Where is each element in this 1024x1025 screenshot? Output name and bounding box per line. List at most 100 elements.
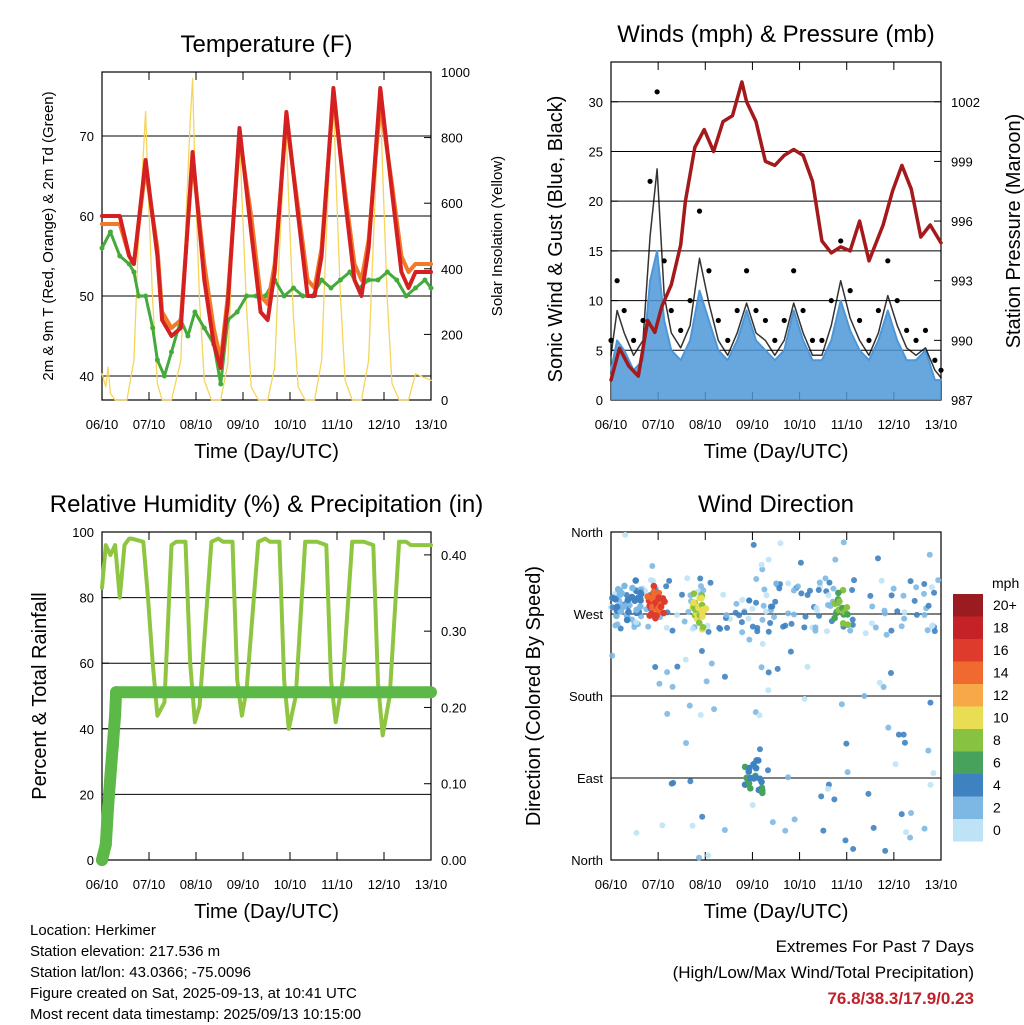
direction-point [721, 673, 728, 680]
legend-swatch [953, 661, 983, 684]
temperature-ylabel-left: 2m & 9m T (Red, Orange) & 2m Td (Green) [40, 91, 57, 380]
gust-point [938, 367, 944, 373]
direction-point [838, 701, 845, 708]
direction-point [925, 602, 932, 609]
direction-point [880, 684, 887, 691]
winds-ytick-label: 30 [589, 95, 603, 110]
direction-point [666, 577, 673, 584]
solar-insolation-line [101, 77, 432, 401]
direction-point [870, 824, 877, 831]
humidity-xtick-label: 09/10 [227, 877, 260, 892]
direction-point [689, 822, 696, 829]
direction-point [763, 592, 770, 599]
direction-point [913, 611, 920, 618]
direction-point [901, 609, 908, 616]
direction-point [761, 586, 768, 593]
dir-cluster-1-point [613, 612, 620, 620]
temperature-y2tick-label: 0 [441, 393, 448, 408]
temperature-xtick-label: 10/10 [274, 417, 307, 432]
temperature-y2tick-label: 1000 [441, 65, 470, 80]
latlon-text: Station lat/lon: 43.0366; -75.0096 [30, 964, 252, 981]
dir-cluster-4-point [759, 789, 766, 797]
humidity-y2tick-label: 0.20 [441, 700, 466, 715]
direction-point [759, 640, 766, 647]
direction-point [664, 669, 671, 676]
direction-point [790, 611, 797, 618]
dir-cluster-5-point [836, 598, 843, 605]
gust-point [932, 357, 938, 363]
winds-ylabel-right: Station Pressure (Maroon) [1003, 114, 1024, 349]
direction-point [664, 710, 671, 717]
direction-point [843, 740, 850, 747]
direction-point [921, 611, 928, 618]
direction-point [824, 785, 831, 792]
humidity-title: Relative Humidity (%) & Precipitation (i… [50, 491, 483, 518]
direction-xtick-label: 10/10 [783, 877, 816, 892]
humidity-xtick-label: 08/10 [180, 877, 213, 892]
direction-point [801, 624, 808, 631]
dir-cluster-2-point [657, 603, 665, 611]
dir-cluster-1-point [629, 584, 636, 592]
direction-point [900, 592, 907, 599]
temperature-xtick-label: 13/10 [415, 417, 448, 432]
direction-point [888, 592, 895, 599]
dir-cluster-1-point [637, 603, 644, 610]
dir-cluster-2-point [660, 609, 667, 617]
gust-point [678, 327, 684, 334]
direction-point [825, 592, 832, 599]
direction-point [888, 627, 895, 634]
direction-point [699, 813, 706, 820]
direction-point [746, 636, 753, 643]
winds-xtick-label: 12/10 [878, 417, 911, 432]
dir-cluster-1-point [613, 603, 621, 611]
direction-point [816, 579, 823, 586]
dir-cluster-1-point [618, 589, 626, 597]
dir-cluster-5-point [843, 604, 851, 611]
dir-cluster-1-point [632, 577, 640, 584]
gust-point [781, 317, 787, 324]
direction-point [745, 615, 752, 622]
relative-humidity-line [100, 536, 433, 738]
extremes-values: 76.8/38.3/17.9/0.23 [827, 989, 974, 1008]
winds-ytick-label: 10 [589, 294, 603, 309]
gust-point [772, 337, 778, 343]
extremes-subtitle: (High/Low/Max Wind/Total Precipitation) [672, 963, 974, 982]
direction-point [907, 834, 914, 841]
dewpoint-line [100, 230, 433, 386]
direction-point [674, 663, 681, 670]
legend-title: mph [992, 575, 1019, 591]
winds-y2tick-label: 993 [951, 274, 973, 289]
direction-point [844, 769, 851, 776]
direction-point [920, 590, 927, 597]
direction-point [760, 602, 767, 609]
dir-cluster-2-point [655, 589, 663, 597]
gust-point [630, 337, 637, 343]
direction-point [686, 702, 693, 709]
dir-cluster-3-point [695, 619, 703, 627]
humidity-xtick-label: 13/10 [415, 877, 448, 892]
dir-cluster-1-point [612, 596, 619, 603]
direction-point [765, 669, 772, 676]
direction-point [669, 683, 676, 690]
direction-point [907, 578, 914, 585]
direction-point [849, 616, 856, 623]
direction-point [739, 629, 746, 636]
direction-point [697, 583, 704, 590]
gust-trace [610, 168, 942, 379]
temperature-xlabel: Time (Day/UTC) [194, 441, 339, 463]
legend-swatch [953, 706, 983, 729]
gust-point [791, 268, 797, 274]
direction-point [741, 609, 748, 616]
legend-label: 8 [993, 732, 1001, 748]
direction-point [790, 587, 797, 594]
direction-point [746, 597, 753, 604]
direction-point [900, 731, 907, 738]
direction-point [883, 631, 890, 638]
legend-label: 16 [993, 642, 1009, 658]
direction-point [840, 539, 847, 546]
direction-xtick-label: 07/10 [642, 877, 675, 892]
direction-point [633, 619, 640, 626]
gust-point [614, 278, 620, 284]
legend-label: 10 [993, 710, 1009, 726]
gust-point [913, 337, 919, 343]
